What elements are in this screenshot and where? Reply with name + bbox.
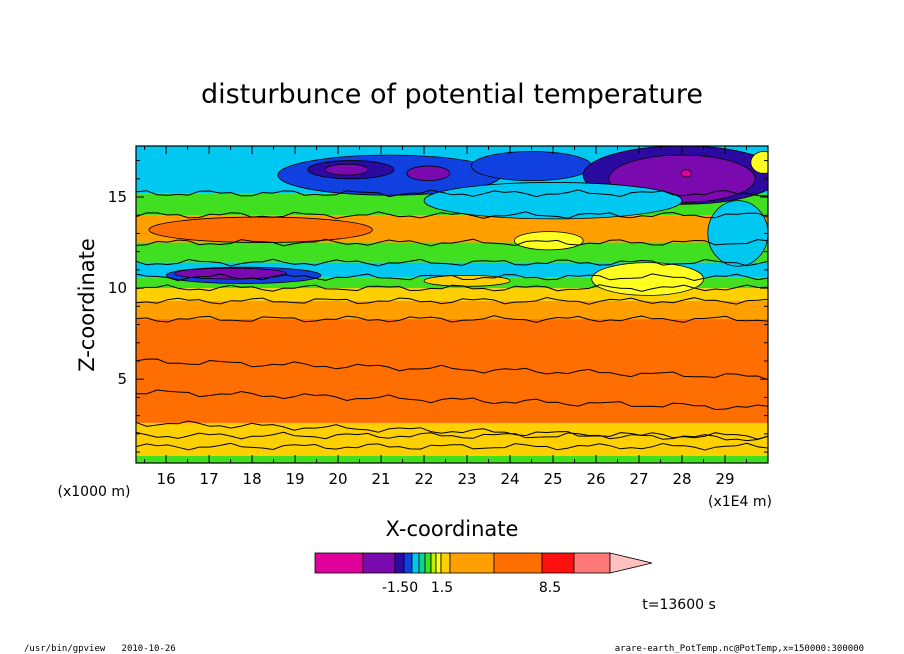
band-3 xyxy=(136,300,768,320)
contour-line-9 xyxy=(136,258,768,267)
contour-line-10 xyxy=(136,238,768,247)
colorbar-segment-0 xyxy=(314,552,364,574)
time-label: t=13600 s xyxy=(642,597,716,613)
x-tick-label: 16 xyxy=(157,470,176,488)
feature-5 xyxy=(324,163,369,176)
x-axis-label: X-coordinate xyxy=(386,517,519,541)
plot-frame xyxy=(135,145,769,464)
band-2 xyxy=(136,319,768,423)
contour-line-2 xyxy=(136,420,768,442)
y-unit-label: (x1000 m) xyxy=(58,484,131,500)
colorbar-label-3: 8.5 xyxy=(539,580,561,596)
contour-line-0 xyxy=(136,442,768,451)
x-tick-label: 19 xyxy=(286,470,305,488)
feature-12 xyxy=(423,182,683,220)
x-tick-label: 27 xyxy=(629,470,648,488)
colorbar-segment-5 xyxy=(418,552,426,574)
colorbar-segment-7 xyxy=(430,552,437,574)
colorbar-label-2: 1.5 xyxy=(431,580,453,596)
contour-lines xyxy=(136,189,768,451)
feature-15 xyxy=(707,200,768,267)
x-tick-label: 21 xyxy=(372,470,391,488)
contour-field xyxy=(136,146,768,463)
feature-6 xyxy=(406,165,451,182)
y-tick-label: 15 xyxy=(108,188,127,206)
colorbar-label-1: -1.50 xyxy=(382,580,418,596)
contour-line-5 xyxy=(136,315,768,323)
x-tick-label: 18 xyxy=(243,470,262,488)
footer-right: arare-earth_PotTemp.nc@PotTemp,x=150000:… xyxy=(615,644,864,654)
y-axis: 5 10 15 xyxy=(108,160,768,453)
colorbar-arrow xyxy=(609,552,653,574)
band-0 xyxy=(136,455,768,463)
y-axis-label: Z-coordinate xyxy=(75,238,99,372)
contour-line-3 xyxy=(136,389,768,411)
x-tick-label: 22 xyxy=(415,470,434,488)
colorbar xyxy=(314,552,653,574)
colorbar-segment-3 xyxy=(403,552,413,574)
contour-line-4 xyxy=(136,358,768,381)
colorbar-segment-6 xyxy=(424,552,432,574)
x-tick-label: 28 xyxy=(672,470,691,488)
colorbar-segment-4 xyxy=(411,552,420,574)
footer-left: /usr/bin/gpview 2010-10-26 xyxy=(24,644,176,654)
feature-10 xyxy=(680,169,692,178)
contour-line-7 xyxy=(136,284,768,292)
colorbar-segment-1 xyxy=(362,552,396,574)
x-tick-label: 20 xyxy=(329,470,348,488)
contour-line-8 xyxy=(136,273,768,282)
x-tick-label: 26 xyxy=(586,470,605,488)
x-tick-label: 17 xyxy=(200,470,219,488)
x-axis: 16 17 18 19 20 21 22 23 24 25 26 27 28 29 xyxy=(144,146,769,488)
contour-line-1 xyxy=(136,431,768,440)
x-tick-label: 24 xyxy=(500,470,519,488)
colorbar-segment-8 xyxy=(435,552,442,574)
x-unit-label: (x1E4 m) xyxy=(708,494,772,510)
chart-title: disturbunce of potential temperature xyxy=(201,79,703,110)
x-tick-label: 25 xyxy=(543,470,562,488)
contour-line-12 xyxy=(136,189,768,198)
colorbar-segment-13 xyxy=(573,552,611,574)
colorbar-segment-12 xyxy=(541,552,575,574)
contour-line-6 xyxy=(136,296,768,305)
colorbar-segment-11 xyxy=(493,552,543,574)
feature-2 xyxy=(148,216,373,243)
contour-line-11 xyxy=(136,211,768,220)
colorbar-segment-2 xyxy=(394,552,405,574)
colorbar-segment-10 xyxy=(449,552,495,574)
feature-7 xyxy=(470,151,593,182)
feature-11 xyxy=(750,151,768,174)
x-tick-label: 23 xyxy=(458,470,477,488)
y-tick-label: 10 xyxy=(108,279,127,297)
y-tick-label: 5 xyxy=(117,370,127,388)
band-7 xyxy=(136,242,768,263)
colorbar-segment-9 xyxy=(440,552,451,574)
x-tick-label: 29 xyxy=(715,470,734,488)
